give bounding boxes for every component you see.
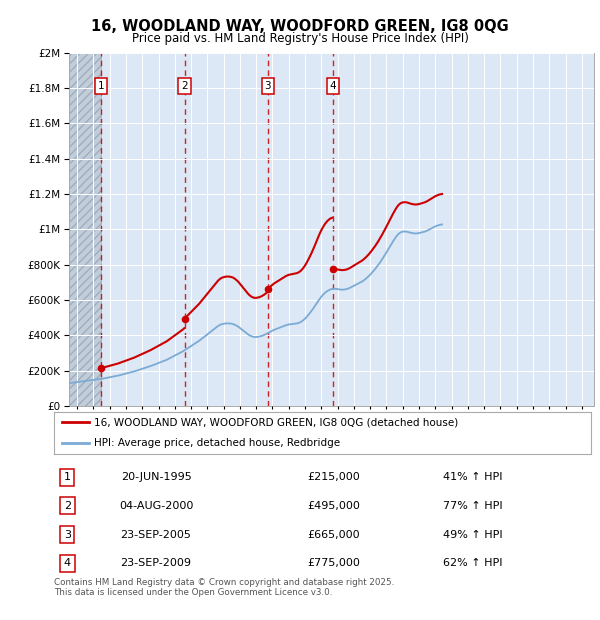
Text: HPI: Average price, detached house, Redbridge: HPI: Average price, detached house, Redb… [94,438,340,448]
Text: £215,000: £215,000 [307,472,359,482]
Text: 3: 3 [64,529,71,539]
Text: 23-SEP-2009: 23-SEP-2009 [121,558,191,568]
Text: £775,000: £775,000 [307,558,359,568]
Text: 77% ↑ HPI: 77% ↑ HPI [443,501,503,511]
Text: 04-AUG-2000: 04-AUG-2000 [119,501,193,511]
Text: 3: 3 [265,81,271,91]
Text: Price paid vs. HM Land Registry's House Price Index (HPI): Price paid vs. HM Land Registry's House … [131,32,469,45]
Text: £495,000: £495,000 [307,501,359,511]
Text: £665,000: £665,000 [307,529,359,539]
Text: 20-JUN-1995: 20-JUN-1995 [121,472,191,482]
Text: 49% ↑ HPI: 49% ↑ HPI [443,529,503,539]
Text: 4: 4 [64,558,71,568]
Text: 2: 2 [64,501,71,511]
Text: 4: 4 [330,81,337,91]
Text: 62% ↑ HPI: 62% ↑ HPI [443,558,503,568]
Text: 16, WOODLAND WAY, WOODFORD GREEN, IG8 0QG (detached house): 16, WOODLAND WAY, WOODFORD GREEN, IG8 0Q… [94,417,458,427]
Text: 23-SEP-2005: 23-SEP-2005 [121,529,191,539]
Text: 1: 1 [98,81,104,91]
Bar [69,53,101,406]
Text: 41% ↑ HPI: 41% ↑ HPI [443,472,503,482]
Text: 16, WOODLAND WAY, WOODFORD GREEN, IG8 0QG: 16, WOODLAND WAY, WOODFORD GREEN, IG8 0Q… [91,19,509,33]
Text: 1: 1 [64,472,71,482]
Text: Contains HM Land Registry data © Crown copyright and database right 2025.
This d: Contains HM Land Registry data © Crown c… [54,578,394,597]
Text: 2: 2 [181,81,188,91]
